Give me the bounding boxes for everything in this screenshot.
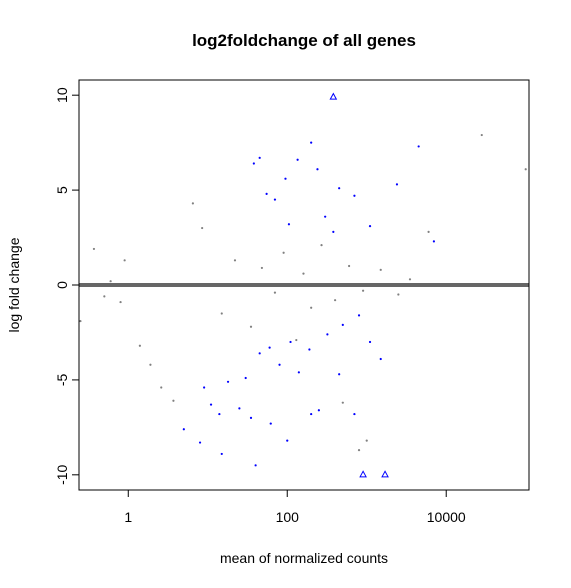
gene-point xyxy=(379,268,382,271)
gene-point xyxy=(302,272,305,275)
gene-point xyxy=(295,338,298,342)
significant-gene-point xyxy=(218,412,221,416)
gene-point xyxy=(233,259,237,262)
gene-point xyxy=(282,251,285,254)
significant-gene-point xyxy=(310,141,313,144)
significant-gene-point xyxy=(269,422,272,425)
gene-point xyxy=(273,291,277,294)
gene-point xyxy=(524,168,527,171)
significant-gene-point xyxy=(324,215,327,218)
gene-point xyxy=(260,266,264,270)
significant-gene-point xyxy=(326,333,329,336)
gene-point xyxy=(341,401,344,404)
gene-point xyxy=(320,244,323,247)
gene-point xyxy=(480,133,483,137)
gene-point xyxy=(109,280,112,283)
significant-gene-point xyxy=(238,407,241,410)
significant-gene-point xyxy=(265,192,268,195)
significant-gene-point xyxy=(341,323,344,326)
significant-gene-point xyxy=(353,412,356,416)
significant-gene-point xyxy=(368,225,372,228)
significant-gene-point xyxy=(182,428,185,431)
significant-gene-point xyxy=(258,352,261,355)
gene-point xyxy=(249,325,253,328)
significant-gene-point xyxy=(316,168,319,171)
gene-point xyxy=(334,299,337,302)
significant-gene-point xyxy=(286,439,289,442)
gene-point xyxy=(365,439,368,442)
significant-gene-point xyxy=(332,230,335,233)
significant-gene-point xyxy=(284,177,287,180)
significant-gene-point xyxy=(432,240,436,243)
significant-gene-point xyxy=(289,340,292,344)
significant-gene-point xyxy=(296,158,299,161)
significant-gene-point xyxy=(252,162,255,165)
x-tick-label: 1 xyxy=(124,509,132,525)
gene-point xyxy=(138,344,141,347)
marker-layer xyxy=(329,92,389,478)
x-tick-label: 100 xyxy=(276,509,300,525)
gene-point xyxy=(160,386,163,389)
gene-point xyxy=(119,300,122,304)
gene-point xyxy=(123,259,126,262)
significant-gene-point xyxy=(198,441,202,444)
significant-gene-point xyxy=(317,409,320,412)
significant-gene-point xyxy=(353,194,356,197)
gene-point xyxy=(357,449,361,452)
y-tick-label: 10 xyxy=(54,87,70,103)
gene-point xyxy=(191,202,194,205)
significant-gene-point xyxy=(308,348,311,351)
x-axis: 1 100 10000 xyxy=(124,489,466,525)
significant-gene-point xyxy=(310,412,313,416)
y-tick-label: -10 xyxy=(54,464,70,484)
gene-point xyxy=(149,363,152,366)
x-axis-label: mean of normalized counts xyxy=(220,550,388,566)
significant-gene-point xyxy=(209,403,213,406)
significant-gene-point xyxy=(297,371,300,374)
significant-gene-point xyxy=(258,156,261,159)
points-layer xyxy=(79,133,527,467)
y-axis: -10 -5 0 5 10 xyxy=(54,87,80,485)
significant-gene-point xyxy=(268,346,271,349)
significant-gene-point xyxy=(249,416,253,419)
y-axis-label: log fold change xyxy=(6,237,22,332)
significant-gene-point xyxy=(244,376,247,380)
y-tick-label: 0 xyxy=(54,281,70,289)
gene-point xyxy=(201,226,204,230)
significant-gene-point xyxy=(368,340,372,344)
significant-gene-point xyxy=(203,386,206,389)
significant-gene-point xyxy=(395,183,399,186)
gene-point xyxy=(397,293,400,296)
significant-gene-point xyxy=(226,380,230,383)
significant-gene-point xyxy=(287,223,291,226)
significant-gene-point xyxy=(338,373,341,376)
significant-gene-point xyxy=(357,314,361,317)
significant-gene-point xyxy=(273,198,277,201)
y-tick-label: 5 xyxy=(54,186,70,194)
significant-gene-point xyxy=(379,357,382,361)
significant-gene-point xyxy=(338,187,341,190)
significant-gene-point xyxy=(278,363,281,366)
gene-point xyxy=(172,399,175,402)
gene-point xyxy=(103,295,106,298)
y-tick-label: -5 xyxy=(54,373,70,386)
chart-title: log2foldchange of all genes xyxy=(192,31,416,50)
gene-point xyxy=(92,247,96,251)
significant-gene-point xyxy=(220,452,223,456)
gene-point xyxy=(79,319,82,323)
outlier-triangle xyxy=(359,470,367,478)
gene-point xyxy=(347,264,351,268)
outlier-triangle xyxy=(381,470,389,478)
gene-point xyxy=(408,278,412,281)
significant-gene-point xyxy=(417,145,420,148)
gene-point xyxy=(310,306,313,309)
gene-point xyxy=(427,230,430,233)
gene-point xyxy=(361,289,365,292)
significant-gene-point xyxy=(254,464,257,467)
x-tick-label: 10000 xyxy=(427,509,466,525)
outlier-triangle xyxy=(329,92,338,100)
gene-point xyxy=(220,312,223,315)
